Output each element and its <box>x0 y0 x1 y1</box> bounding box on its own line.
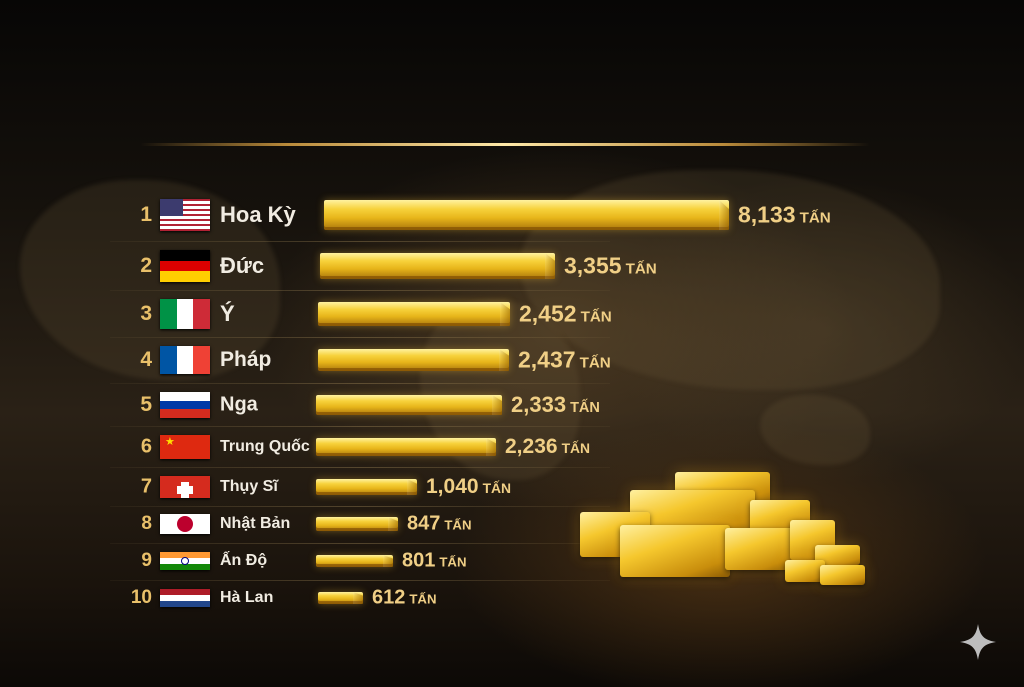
rank-label: 6 <box>140 435 152 458</box>
row-divider <box>110 240 610 242</box>
value-label: 612 TẤN <box>372 586 437 609</box>
table-row: 9 Ấn Độ 801 TẤN <box>110 541 850 581</box>
row-divider <box>110 505 610 507</box>
italy-flag <box>160 299 210 329</box>
india-flag <box>160 552 210 570</box>
netherlands-flag <box>160 589 210 607</box>
rank-label: 10 <box>130 587 152 608</box>
sparkle-icon <box>960 624 996 660</box>
table-row: 5 Nga 2,333 TẤN <box>110 385 850 425</box>
title-line-1: TOP 10 QUỐC GIA CÓ <box>332 38 692 77</box>
japan-flag <box>160 514 210 534</box>
bar <box>316 555 393 567</box>
value-label: 2,333 TẤN <box>511 392 600 417</box>
value-label: 3,355 TẤN <box>564 252 657 279</box>
rank-label: 9 <box>141 550 152 571</box>
country-name: Trung Quốc <box>220 438 310 455</box>
row-divider <box>110 579 610 581</box>
country-name: Đức <box>220 253 265 278</box>
value-label: 2,437 TẤN <box>518 346 611 373</box>
bar <box>320 253 555 279</box>
bar <box>316 395 502 415</box>
row-divider <box>110 426 610 427</box>
country-name: Nga <box>220 393 258 416</box>
switzerland-flag <box>160 476 210 498</box>
row-divider <box>110 382 610 384</box>
gold-bars-pile <box>575 470 875 590</box>
title-line-2: TRỮ LƯỢNG VÀNG LỚN NHẤT THẾ GIỚI <box>143 90 881 133</box>
value-label: 2,452 TẤN <box>519 300 612 327</box>
row-divider <box>110 467 610 468</box>
bar <box>316 517 398 531</box>
germany-flag <box>160 250 210 282</box>
country-name: Ấn Độ <box>220 552 268 569</box>
table-row: 3 Ý 2,452 TẤN <box>110 294 850 334</box>
rank-label: 8 <box>141 513 152 534</box>
country-name: Hoa Kỳ <box>220 202 296 227</box>
rank-label: 7 <box>140 475 152 498</box>
country-name: Nhật Bản <box>220 515 291 532</box>
rank-label: 5 <box>140 393 152 416</box>
bar <box>318 349 509 371</box>
value-label: 1,040 TẤN <box>426 475 512 498</box>
table-row: 6 ★ Trung Quốc 2,236 TẤN <box>110 427 850 467</box>
value-label: 8,133 TẤN <box>738 201 831 228</box>
rank-label: 3 <box>140 302 152 325</box>
bar <box>318 302 510 326</box>
value-label: 2,236 TẤN <box>505 435 591 458</box>
country-name: Hà Lan <box>220 589 274 606</box>
table-row: 7 Thụy Sĩ 1,040 TẤN <box>110 467 850 507</box>
value-label: 847 TẤN <box>407 512 472 535</box>
value-label: 801 TẤN <box>402 549 467 572</box>
china-flag: ★ <box>160 435 210 459</box>
row-divider <box>110 337 610 338</box>
france-flag <box>160 346 210 374</box>
table-row: 10 Hà Lan 612 TẤN <box>110 578 850 618</box>
country-name: Thụy Sĩ <box>220 478 278 495</box>
title-divider <box>140 143 870 146</box>
map-north-america <box>20 180 280 380</box>
rank-label: 1 <box>140 203 152 226</box>
table-row: 8 Nhật Bản 847 TẤN <box>110 504 850 544</box>
rank-label: 2 <box>140 254 152 277</box>
map-australia <box>760 395 870 465</box>
russia-flag <box>160 392 210 418</box>
table-row: 1 Hoa Kỳ 8,133 TẤN <box>110 195 850 235</box>
bar <box>324 200 729 230</box>
us-flag <box>160 199 210 231</box>
row-divider <box>110 542 610 544</box>
table-row: 2 Đức 3,355 TẤN <box>110 246 850 286</box>
row-divider <box>110 290 610 291</box>
table-row: 4 Pháp 2,437 TẤN <box>110 340 850 380</box>
country-name: Pháp <box>220 348 272 371</box>
bar <box>316 438 496 456</box>
bar <box>316 479 417 495</box>
bar <box>318 592 363 604</box>
rank-label: 4 <box>140 348 152 371</box>
country-name: Ý <box>220 301 235 326</box>
